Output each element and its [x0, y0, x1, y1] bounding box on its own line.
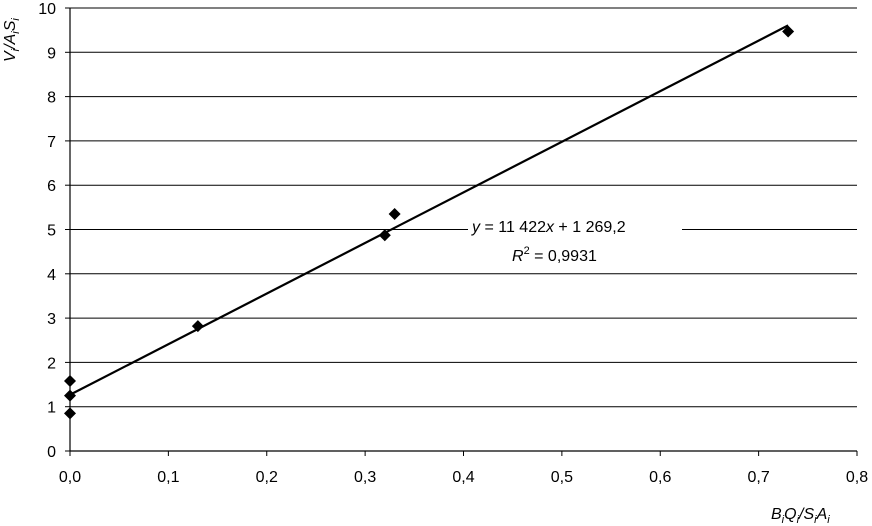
- y-tick-label: 10: [38, 1, 56, 18]
- trendline-path: [69, 24, 789, 396]
- data-point-marker: [64, 407, 76, 420]
- x-tick-label: 0,8: [846, 469, 868, 486]
- y-tick-label: 9: [47, 45, 56, 62]
- r2-r: R: [512, 248, 524, 265]
- x-tick-label: 0,2: [256, 469, 278, 486]
- y-tick-label: 2: [47, 355, 56, 372]
- x-tick-label: 0,4: [452, 469, 474, 486]
- data-point-marker: [64, 375, 76, 388]
- y-tick-label: 3: [47, 311, 56, 328]
- r2-value: = 0,9931: [530, 248, 597, 265]
- data-point-marker: [388, 207, 401, 220]
- y-tick-label: 1: [47, 400, 56, 417]
- y-tick-label: 0: [47, 444, 56, 461]
- x-tick-label: 0,0: [59, 469, 81, 486]
- r-squared: R2 = 0,9931: [512, 245, 597, 265]
- data-point-marker: [191, 320, 204, 333]
- x-tick-label: 0,7: [748, 469, 770, 486]
- x-tick-labels: 0,0 0,1 0,2 0,3 0,4 0,5 0,6 0,7 0,8: [59, 451, 868, 486]
- y-tick-label: 6: [47, 178, 56, 195]
- r2-sup: 2: [524, 245, 530, 257]
- equation-intercept: + 1 269,2: [554, 219, 626, 236]
- x-tick-label: 0,3: [354, 469, 376, 486]
- trendline-equation: y = 11 422x + 1 269,2: [471, 219, 626, 236]
- y-tick-labels: 0 1 2 3 4 5 6 7 8 9 10: [38, 1, 70, 461]
- equation-background: [468, 212, 682, 240]
- grid-lines: [70, 7, 857, 408]
- data-point-marker: [378, 229, 391, 242]
- equation-coef: = 11 422: [480, 219, 546, 236]
- equation-y: y: [471, 219, 481, 236]
- x-axis-title: BiQi/SiAi: [771, 506, 830, 526]
- x-tick-label: 0,1: [157, 469, 179, 486]
- y-tick-label: 4: [47, 267, 56, 284]
- y-tick-label: 7: [47, 134, 56, 151]
- data-point-marker: [64, 389, 76, 402]
- trendline: [69, 24, 789, 396]
- data-point-marker: [782, 25, 795, 38]
- y-tick-label: 5: [47, 223, 56, 240]
- x-tick-label: 0,5: [551, 469, 573, 486]
- equation-x: x: [545, 219, 555, 236]
- data-points: [64, 25, 795, 420]
- y-axis-title: Vi/AiSi: [2, 18, 22, 62]
- x-tick-label: 0,6: [649, 469, 671, 486]
- y-tick-label: 8: [47, 90, 56, 107]
